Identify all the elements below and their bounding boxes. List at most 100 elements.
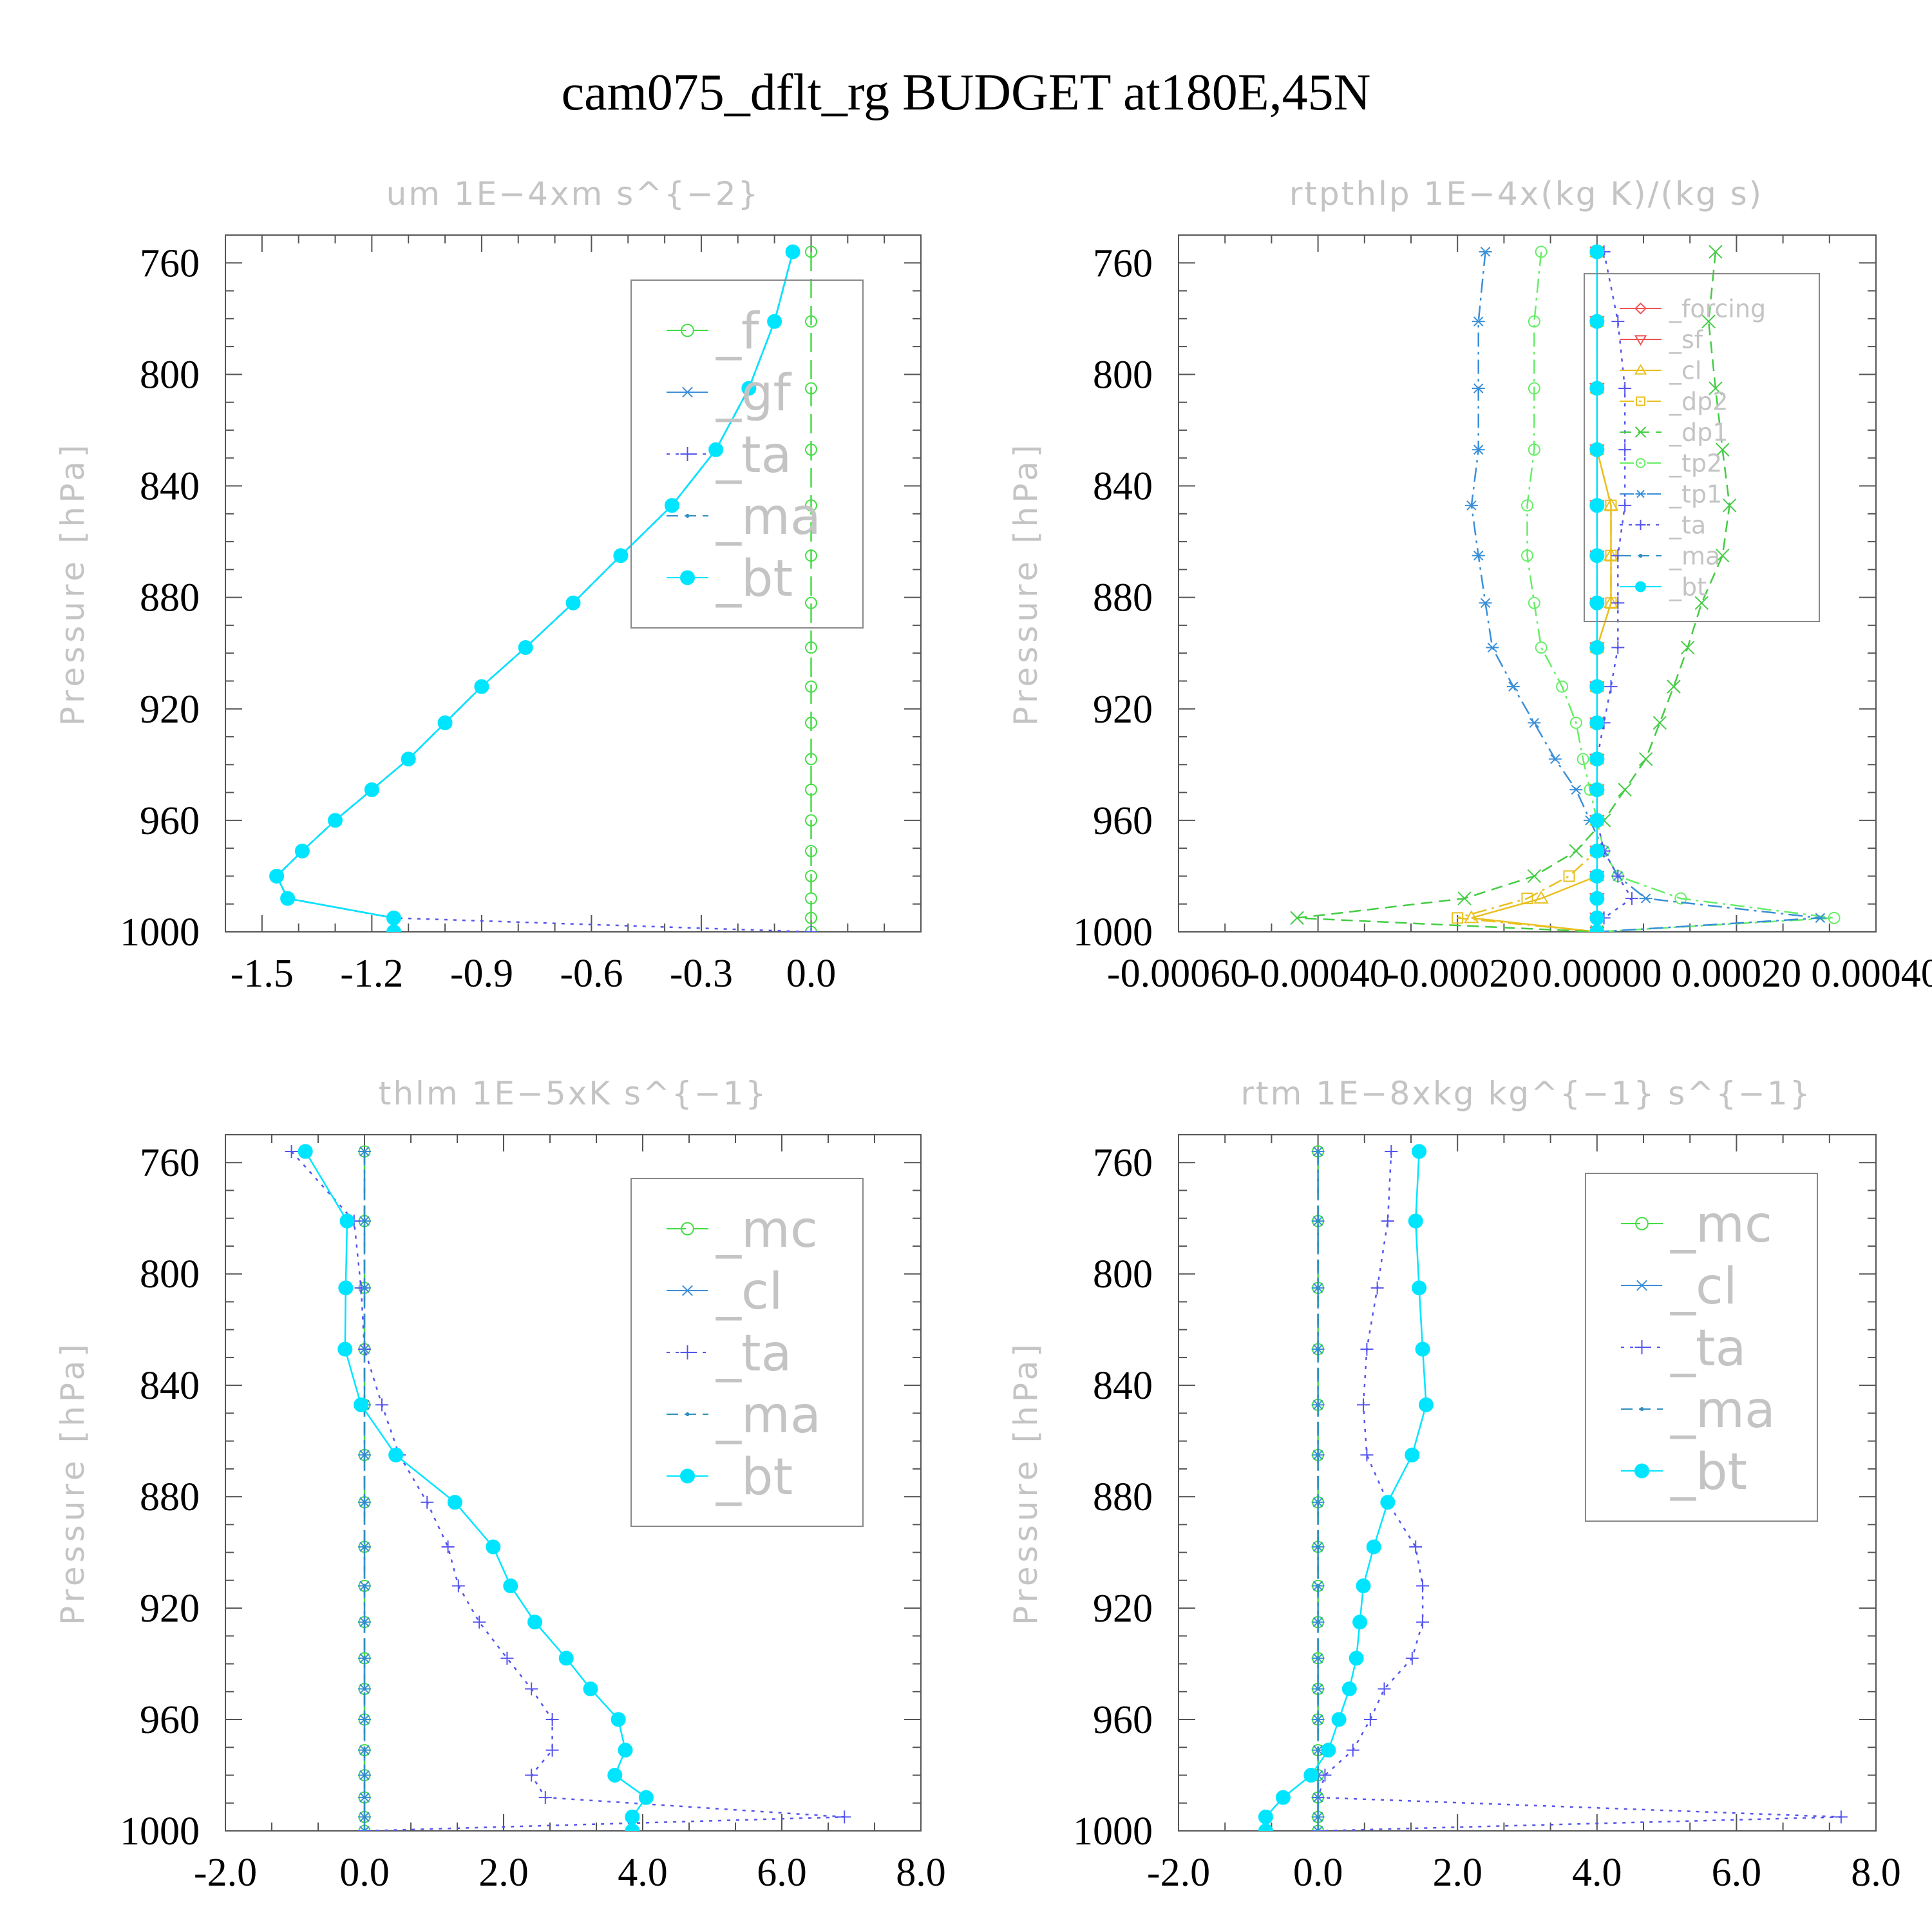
data-point-f <box>804 382 817 395</box>
data-point-f <box>804 716 817 729</box>
data-point-tp1 <box>1472 444 1485 455</box>
legend-marker <box>680 1468 695 1484</box>
legend-marker <box>681 1222 694 1236</box>
data-point-bt <box>1405 1447 1420 1463</box>
data-point-bt <box>607 1768 623 1783</box>
data-point-ma <box>363 1149 366 1153</box>
data-point-bt <box>339 1213 355 1229</box>
data-point-bt <box>767 314 782 329</box>
data-point-dp1 <box>1722 498 1737 513</box>
y-tick-label: 880 <box>1093 1475 1153 1519</box>
data-point-bt <box>280 891 296 906</box>
legend-marker <box>680 1285 695 1296</box>
data-point-bt <box>338 1280 354 1296</box>
data-point-dp2 <box>1563 870 1575 882</box>
data-point-f <box>804 641 817 654</box>
plot-frame <box>1178 234 1877 933</box>
y-tick-label: 960 <box>140 1698 200 1742</box>
data-point-dp1 <box>1653 715 1667 730</box>
data-point-bt <box>613 548 629 564</box>
x-tick-label: -1.2 <box>340 952 403 996</box>
data-point-bt <box>486 1539 501 1555</box>
legend-marker <box>681 323 694 337</box>
legend-marker <box>1634 335 1647 346</box>
data-point-ta <box>1611 869 1625 883</box>
x-tick-label: 0.0 <box>1293 1851 1343 1895</box>
data-point-ta <box>375 1398 388 1412</box>
legend-label: _cl <box>1670 1258 1738 1316</box>
data-point-tp1 <box>1486 642 1499 653</box>
data-point-bt <box>1408 1213 1423 1229</box>
data-point-bt <box>1589 924 1605 932</box>
legend-marker <box>1635 458 1646 468</box>
x-tick-label: 6.0 <box>1712 1851 1762 1895</box>
legend-marker <box>1634 364 1647 375</box>
legend-box <box>1585 1173 1818 1522</box>
data-point-cl <box>358 1826 371 1831</box>
legend-marker <box>1635 489 1646 498</box>
data-point-bt <box>1589 813 1605 828</box>
data-point-bt <box>708 442 724 457</box>
data-point-f <box>804 443 817 456</box>
data-point-bt <box>386 924 401 932</box>
legend-marker <box>680 386 695 398</box>
legend-marker <box>1634 426 1647 438</box>
y-tick-label: 920 <box>140 688 200 732</box>
data-point-f <box>804 892 817 905</box>
x-tick-label: -0.9 <box>450 952 513 996</box>
data-point-bt <box>741 381 757 396</box>
y-axis-label: Pressure [hPa] <box>1007 1340 1045 1625</box>
data-point-bt <box>437 715 453 730</box>
data-point-bt <box>474 679 489 694</box>
legend-label: _bt <box>1670 1443 1747 1501</box>
data-point-bt <box>1589 715 1605 730</box>
data-point-bt <box>1589 442 1605 457</box>
data-point-dp2 <box>1521 893 1533 905</box>
legend-marker <box>1635 520 1646 530</box>
data-point-ma <box>1316 1620 1320 1624</box>
y-tick-label: 840 <box>1093 465 1153 509</box>
series-line-bt <box>1265 1151 1427 1831</box>
legend-marker <box>680 447 695 461</box>
panel-title: rtm 1E−8xkg kg^{−1} s^{−1} <box>1240 1075 1812 1112</box>
legend: _mc_cl_ta_ma_bt <box>1585 1173 1818 1522</box>
data-point-tp2 <box>1577 753 1589 766</box>
data-point-ma <box>1316 1544 1320 1549</box>
y-tick-label: 920 <box>1093 1587 1153 1631</box>
data-point-bt <box>611 1712 626 1727</box>
y-tick-label: 800 <box>140 353 200 397</box>
legend-marker <box>1635 581 1646 592</box>
data-point-dp1 <box>1694 596 1709 611</box>
legend-marker <box>1634 1280 1649 1291</box>
data-point-tp1 <box>1569 784 1583 795</box>
data-point-ta <box>500 1651 514 1665</box>
data-point-cl <box>1311 1826 1325 1831</box>
legend-label: _ma <box>1670 1381 1776 1439</box>
data-point-ma <box>363 1656 366 1660</box>
panel-um: um 1E−4xm s^{−2} Pressure [hPa] 760 800 840 8… <box>54 175 922 996</box>
data-point-ta <box>525 1682 538 1696</box>
legend-box <box>1584 273 1820 622</box>
data-point-ta <box>1381 1215 1394 1228</box>
y-tick-label: 840 <box>140 1364 200 1408</box>
data-point-ma <box>1316 1748 1320 1752</box>
y-axis-label: Pressure [hPa] <box>54 1340 91 1625</box>
data-point-bt <box>785 244 800 260</box>
data-point-f <box>804 783 817 796</box>
data-point-ta <box>1611 641 1625 654</box>
data-point-bt <box>558 1651 574 1666</box>
panels: um 1E−4xm s^{−2} Pressure [hPa] 760 800 840 8… <box>54 175 1932 1895</box>
data-point-ta <box>838 1810 851 1824</box>
series-group <box>1290 243 1841 932</box>
legend-label: _mc <box>715 1201 818 1259</box>
x-tick-label: -0.00060 <box>1107 952 1250 996</box>
data-point-bt <box>1341 1681 1357 1696</box>
data-point-dp2 <box>1452 912 1464 924</box>
data-point-bt <box>625 1809 640 1824</box>
data-point-ta <box>1346 1743 1359 1757</box>
data-point-dp1 <box>1667 679 1681 694</box>
data-point-dp1 <box>1527 869 1542 884</box>
panel-thlm: thlm 1E−5xK s^{−1} Pressure [hPa] 760 800 84… <box>54 1075 946 1895</box>
y-tick-label: 760 <box>1093 242 1153 285</box>
data-point-tp1 <box>1464 500 1478 511</box>
